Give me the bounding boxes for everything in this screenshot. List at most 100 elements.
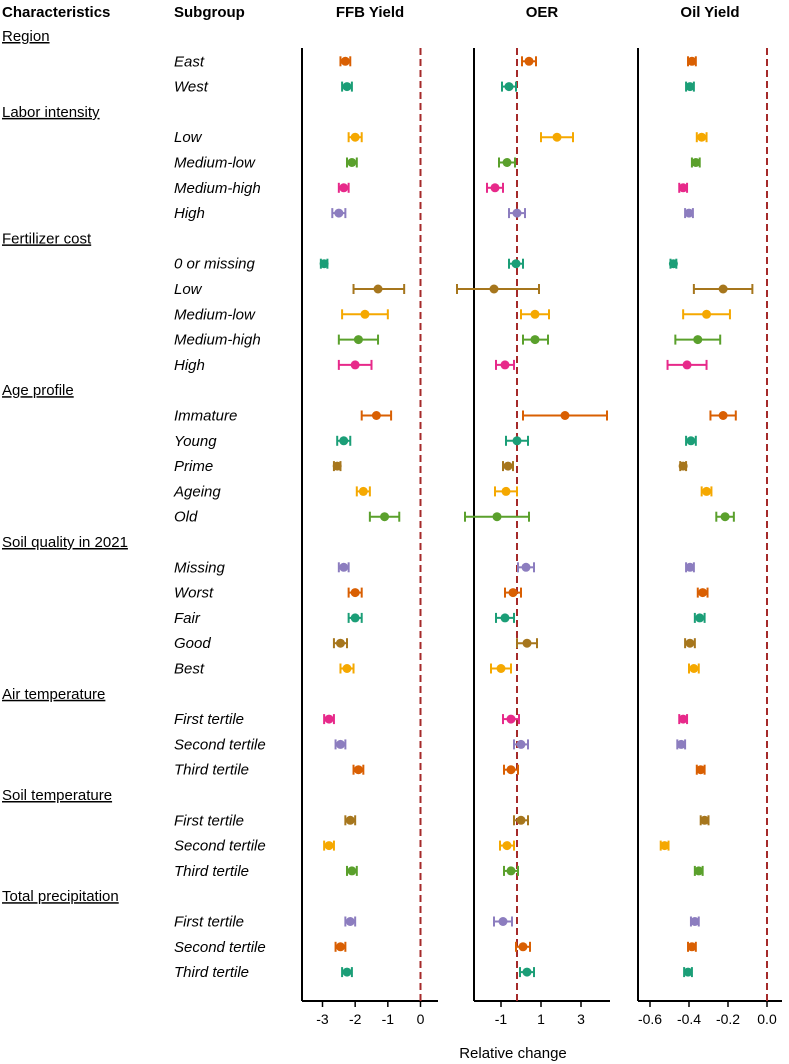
point-estimate-marker (350, 588, 360, 598)
estimate-point (695, 764, 706, 775)
point-estimate-marker (696, 765, 706, 775)
point-estimate-marker (684, 208, 694, 218)
point-estimate-marker (518, 942, 528, 952)
estimate-point (687, 56, 697, 67)
point-estimate-marker (506, 714, 516, 724)
estimate-point (495, 612, 515, 623)
subgroup-label: Second tertile (174, 838, 266, 855)
point-estimate-marker (501, 486, 511, 496)
estimate-point (522, 334, 549, 345)
estimate-point (690, 157, 701, 168)
subgroup-label: Immature (174, 408, 237, 425)
subgroup-label: Third tertile (174, 964, 249, 981)
point-estimate-marker (694, 866, 704, 876)
estimate-point (659, 840, 670, 851)
category-label: Fertilizer cost (2, 230, 92, 247)
point-estimate-marker (682, 360, 692, 370)
category-label: Air temperature (2, 686, 105, 703)
point-estimate-marker (689, 664, 699, 673)
estimate-point (336, 435, 352, 446)
point-estimate-marker (339, 183, 349, 193)
subgroup-label: Second tertile (174, 736, 266, 753)
x-tick-label: -1 (495, 1011, 508, 1027)
estimate-point (676, 739, 687, 750)
subgroup-header: Subgroup (174, 4, 245, 21)
subgroup-label: Young (174, 433, 217, 450)
point-estimate-marker (490, 183, 500, 193)
point-estimate-marker (506, 765, 516, 775)
estimate-point (508, 208, 526, 219)
panel-title: OER (526, 4, 559, 21)
point-estimate-marker (691, 158, 701, 167)
estimate-point (696, 587, 709, 598)
subgroup-label: Worst (174, 585, 214, 602)
subgroup-label: Third tertile (174, 762, 249, 779)
point-estimate-marker (668, 259, 678, 269)
point-estimate-marker (512, 208, 522, 218)
estimate-point (502, 714, 520, 725)
forest-panels: FFB Yield -3 -2 -1 0 OER -1 1 3 Oil Yield -0.6 -0.4… (301, 4, 782, 1027)
estimate-point (347, 132, 363, 143)
point-estimate-marker (522, 967, 532, 977)
estimate-point (486, 182, 504, 193)
point-estimate-marker (530, 309, 540, 319)
estimate-point (503, 865, 519, 876)
subgroup-label: Fair (174, 610, 201, 627)
estimate-point (499, 840, 515, 851)
point-estimate-marker (373, 284, 383, 294)
estimate-point (709, 410, 737, 421)
subgroup-label: Medium-high (174, 332, 261, 349)
point-estimate-marker (516, 815, 526, 825)
panel-title: FFB Yield (336, 4, 404, 21)
point-estimate-marker (718, 411, 728, 420)
estimate-point (494, 486, 518, 497)
estimate-point (688, 663, 700, 674)
point-estimate-marker (512, 436, 522, 446)
point-estimate-marker (697, 132, 707, 142)
estimate-point (344, 916, 357, 927)
estimate-point (332, 461, 342, 472)
category-label: Labor intensity (2, 104, 100, 121)
subgroup-label: Medium-low (174, 306, 256, 323)
estimate-point (346, 865, 358, 876)
estimate-point (692, 284, 754, 294)
x-tick-label: -2 (349, 1011, 362, 1027)
point-estimate-marker (353, 765, 363, 775)
x-tick-label: -0.4 (677, 1011, 701, 1027)
point-estimate-marker (347, 158, 357, 167)
point-estimate-marker (560, 411, 570, 420)
category-label: Total precipitation (2, 888, 119, 905)
subgroup-label: Medium-high (174, 180, 261, 197)
estimate-point (355, 486, 371, 497)
point-estimate-marker (702, 309, 712, 319)
estimate-point (685, 562, 695, 573)
point-estimate-marker (334, 208, 344, 218)
estimate-point (337, 334, 380, 345)
row-labels: Region East West Labor intensity Low Medium-l… (2, 28, 266, 981)
category-label: Age profile (2, 382, 74, 399)
subgroup-label: Medium-low (174, 155, 256, 172)
subgroup-label: High (174, 205, 205, 222)
estimate-point (684, 208, 694, 219)
estimate-point (319, 258, 329, 269)
point-estimate-marker (718, 284, 728, 294)
estimate-point (674, 334, 722, 345)
estimate-point (519, 967, 535, 978)
estimate-point (666, 359, 708, 370)
subgroup-label: Missing (174, 559, 226, 576)
estimate-point (498, 157, 516, 168)
x-tick-label: 0.0 (757, 1011, 777, 1027)
estimate-point (337, 359, 373, 370)
estimate-point (517, 562, 535, 573)
point-estimate-marker (502, 158, 512, 167)
x-tick-label: 1 (537, 1011, 545, 1027)
point-estimate-marker (678, 183, 688, 193)
estimate-point (515, 941, 531, 952)
estimate-point (337, 562, 350, 573)
point-estimate-marker (360, 309, 370, 319)
estimate-point (668, 258, 678, 269)
subgroup-label: Prime (174, 458, 213, 475)
estimate-point (501, 81, 517, 92)
subgroup-label: Good (174, 635, 211, 652)
point-estimate-marker (700, 815, 710, 825)
